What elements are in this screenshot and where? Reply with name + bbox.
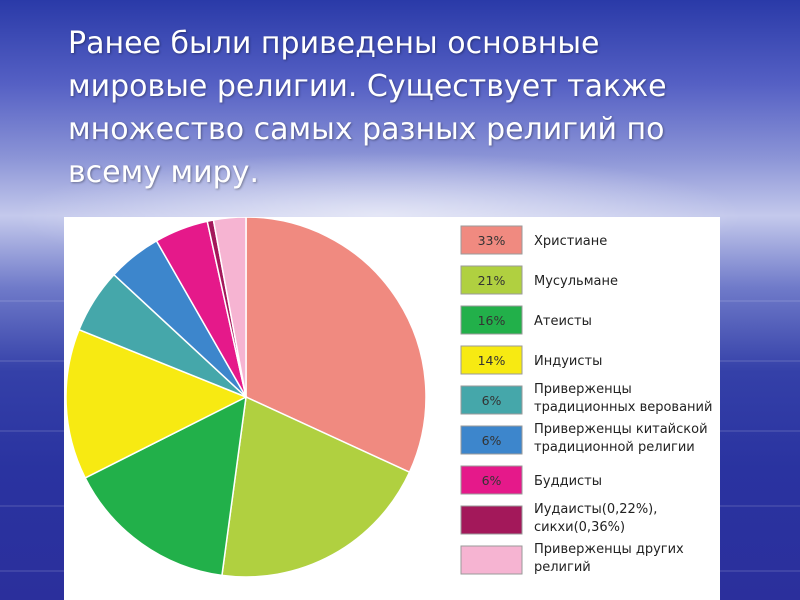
pie-slice-3 bbox=[84, 395, 247, 577]
legend-swatch-9 bbox=[460, 545, 523, 575]
legend-swatch-label-5: 6% bbox=[482, 393, 502, 408]
pie-slice-4 bbox=[65, 328, 248, 479]
legend-swatch-7 bbox=[460, 465, 523, 495]
legend-swatch-label-1: 33% bbox=[478, 233, 506, 248]
legend-label-9-line-2: религий bbox=[534, 560, 591, 575]
pie-slice-9 bbox=[212, 217, 247, 398]
legend-swatch-label-6: 6% bbox=[482, 433, 502, 448]
legend-label-5-line-2: традиционных верований bbox=[534, 400, 712, 415]
legend-label-2-line-1: Мусульмане bbox=[534, 274, 618, 289]
pie-slice-2 bbox=[221, 395, 411, 578]
legend-label-8-line-1: Иудаисты(0,22%), bbox=[534, 502, 657, 517]
legend-swatch-2 bbox=[460, 265, 523, 295]
legend-swatch-label-7: 6% bbox=[482, 473, 502, 488]
chart-panel: 33% Христиане 21% Мусульмане 16% Атеисты 14% Ин… bbox=[64, 217, 720, 600]
legend-label-1-line-1: Христиане bbox=[534, 234, 607, 249]
legend-label-6-line-1: Приверженцы китайской bbox=[534, 422, 708, 437]
legend-swatch-6 bbox=[460, 425, 523, 455]
slide-title: Ранее были приведены основные мировые ре… bbox=[68, 26, 667, 190]
legend-swatch-label-2: 21% bbox=[478, 273, 506, 288]
legend-label-6-line-2: традиционной религии bbox=[534, 440, 695, 455]
pie-chart: 33% Христиане 21% Мусульмане 16% Атеисты 14% Ин… bbox=[65, 217, 712, 578]
legend-swatch-5 bbox=[460, 385, 523, 415]
legend-label-8-line-2: сикхи(0,36%) bbox=[534, 520, 625, 535]
legend-swatch-4 bbox=[460, 345, 523, 375]
legend-swatch-8 bbox=[460, 505, 523, 535]
pie-slice-1 bbox=[245, 217, 427, 474]
legend-label-5-line-1: Приверженцы bbox=[534, 382, 632, 397]
legend-label-3-line-1: Атеисты bbox=[534, 314, 592, 329]
legend-swatch-label-4: 14% bbox=[478, 353, 506, 368]
legend-label-7-line-1: Буддисты bbox=[534, 474, 602, 489]
legend-swatch-3 bbox=[460, 305, 523, 335]
legend-label-9-line-1: Приверженцы других bbox=[534, 542, 684, 557]
legend-swatch-label-3: 16% bbox=[478, 313, 506, 328]
legend-swatch-1 bbox=[460, 225, 523, 255]
legend-label-4-line-1: Индуисты bbox=[534, 354, 602, 369]
